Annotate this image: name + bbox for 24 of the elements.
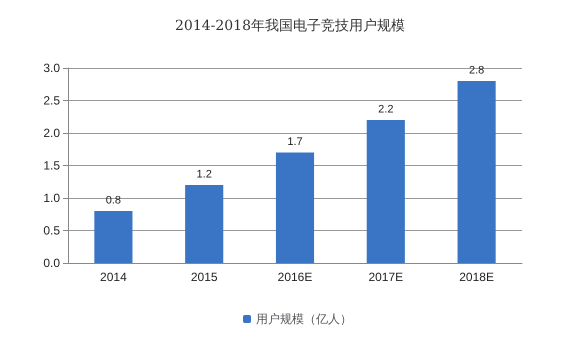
legend-label: 用户规模（亿人） <box>256 312 352 326</box>
x-tick-label: 2017E <box>368 270 404 284</box>
bar <box>366 120 405 263</box>
bar <box>458 81 496 263</box>
y-tick-label: 3.0 <box>43 61 60 75</box>
y-tick-label: 0.5 <box>43 224 60 238</box>
data-label: 1.7 <box>287 136 303 148</box>
data-label: 1.2 <box>196 168 212 180</box>
bar <box>276 152 314 263</box>
y-tick-label: 1.0 <box>43 191 60 205</box>
y-tick-label: 2.0 <box>43 126 60 140</box>
bar <box>185 185 224 263</box>
y-tick-label: 2.5 <box>43 94 60 108</box>
data-label: 0.8 <box>106 194 122 206</box>
x-tick-label: 2018E <box>459 270 494 284</box>
y-tick-label: 0.0 <box>43 256 60 270</box>
data-label: 2.8 <box>468 64 484 76</box>
chart-title: 2014-2018年我国电子竞技用户规模 <box>175 18 405 34</box>
x-tick-label: 2016E <box>278 270 312 284</box>
y-tick-label: 1.5 <box>43 158 60 172</box>
bar <box>94 211 132 263</box>
x-tick-label: 2015 <box>190 270 218 284</box>
x-tick-label: 2014 <box>100 270 128 284</box>
data-label: 2.2 <box>378 104 394 116</box>
